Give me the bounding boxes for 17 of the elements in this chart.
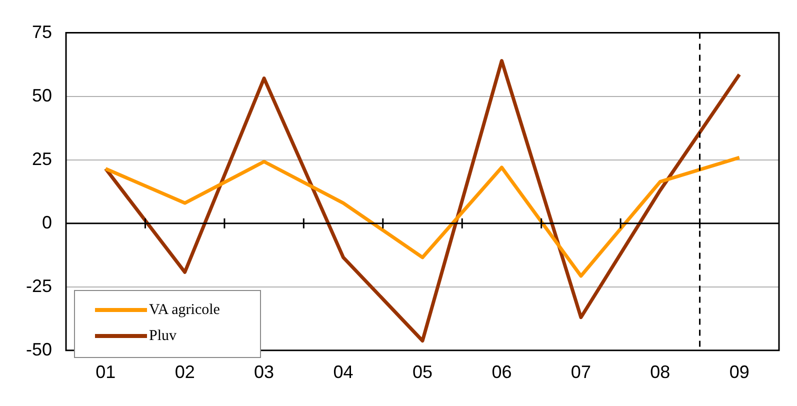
- y-tick-label: -25: [26, 276, 52, 296]
- y-tick-label: -50: [26, 339, 52, 360]
- x-tick-label: 02: [174, 362, 195, 382]
- y-tick-label: 25: [32, 148, 52, 169]
- x-tick-label: 06: [492, 362, 512, 382]
- x-tick-label: 08: [650, 362, 670, 382]
- x-tick-label: 04: [333, 362, 354, 382]
- y-tick-label: 75: [32, 22, 52, 42]
- y-tick-label: 0: [42, 212, 52, 232]
- legend-label: VA agricole: [149, 302, 220, 318]
- x-tick-label: 05: [412, 362, 433, 382]
- legend-label: Pluv: [149, 328, 177, 344]
- x-tick-label: 07: [570, 362, 591, 382]
- x-tick-label: 01: [96, 362, 116, 382]
- y-tick-label: 50: [32, 85, 52, 106]
- x-tick-label: 09: [729, 362, 750, 382]
- x-tick-label: 03: [254, 362, 274, 382]
